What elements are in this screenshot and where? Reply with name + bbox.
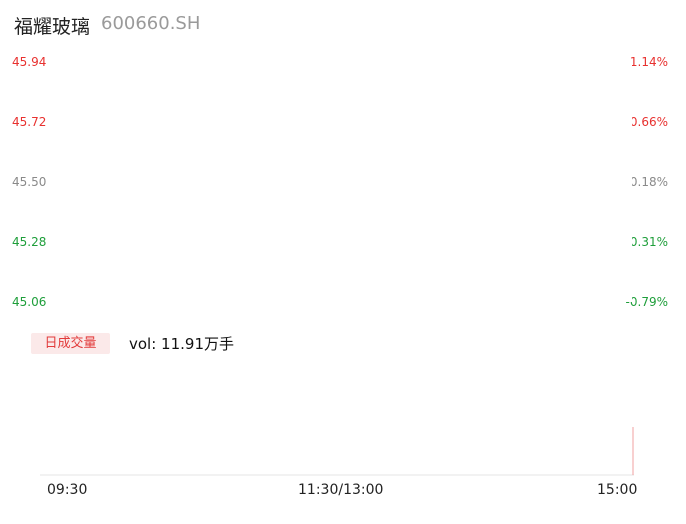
- stock-code: 600660.SH: [101, 13, 201, 34]
- x-tick-midday: 11:30/13:00: [298, 482, 384, 498]
- price-tick-1: 45.94: [12, 55, 47, 69]
- volume-label-badge: 日成交量: [31, 333, 110, 354]
- price-tick-3: 45.50: [12, 175, 47, 189]
- pct-tick-3: 0.18%: [629, 175, 668, 189]
- pct-tick-5: -0.79%: [625, 295, 668, 309]
- price-tick-2: 45.72: [12, 115, 47, 129]
- x-tick-open: 09:30: [47, 482, 88, 498]
- pct-tick-4: -0.31%: [625, 235, 668, 249]
- price-plot-area: [50, 62, 632, 302]
- price-tick-5: 45.06: [12, 295, 47, 309]
- volume-summary: vol: 11.91万手: [129, 335, 234, 353]
- pct-tick-1: 1.14%: [629, 55, 668, 69]
- stock-name: 福耀玻璃: [14, 16, 91, 38]
- x-tick-close: 15:00: [597, 482, 638, 498]
- price-tick-4: 45.28: [12, 235, 47, 249]
- pct-tick-2: 0.66%: [629, 115, 668, 129]
